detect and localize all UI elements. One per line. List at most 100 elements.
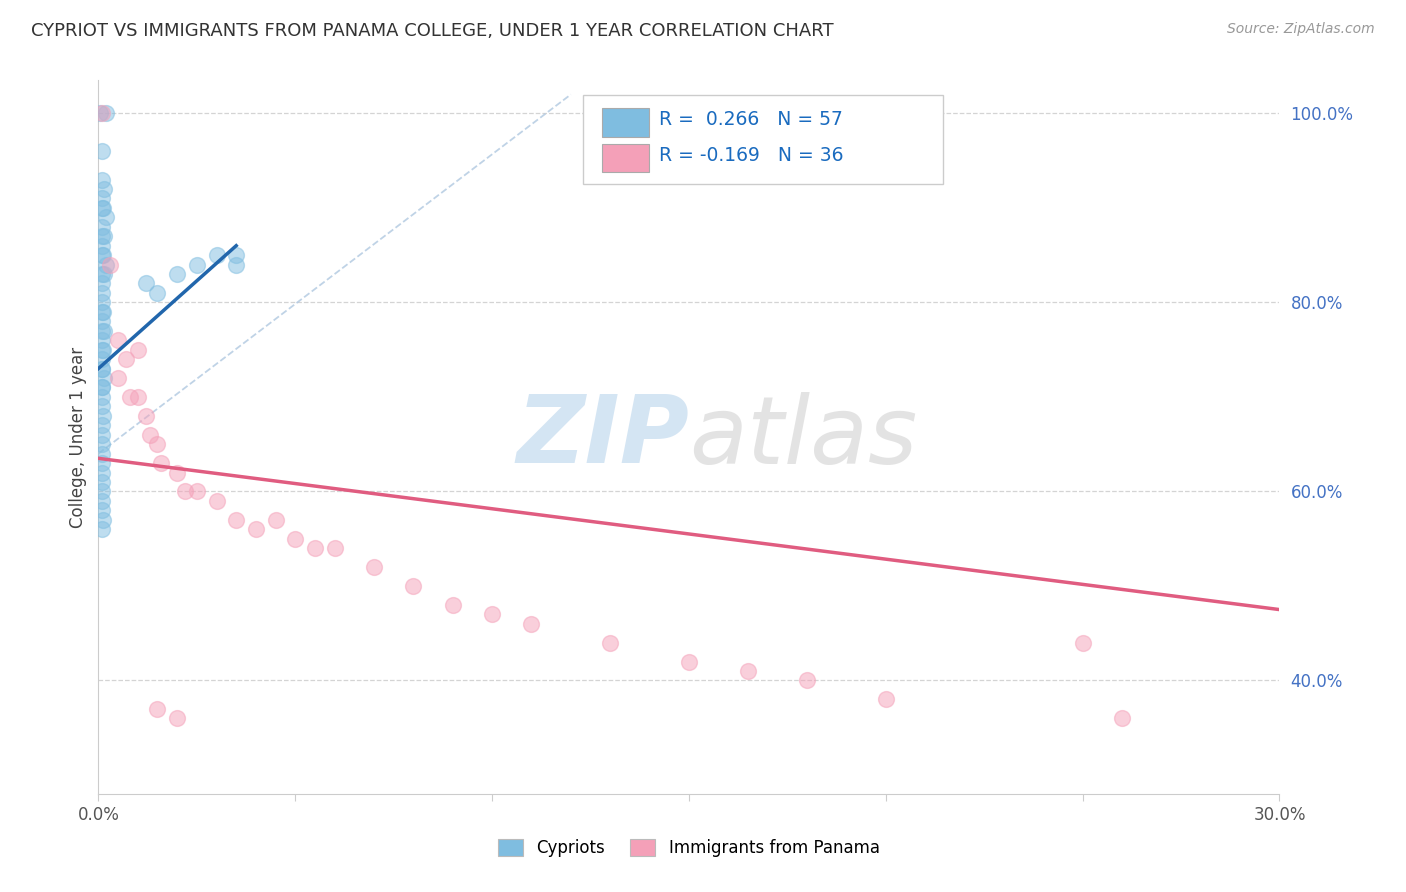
Point xyxy=(93,267,115,281)
Point xyxy=(135,277,157,291)
Point xyxy=(91,343,114,357)
Point xyxy=(94,211,117,225)
Point xyxy=(91,447,114,461)
Point xyxy=(304,541,326,556)
Point xyxy=(205,248,228,262)
Point xyxy=(245,522,267,536)
Point xyxy=(146,285,169,300)
Point xyxy=(135,409,157,423)
Point xyxy=(796,673,818,688)
Point xyxy=(678,655,700,669)
Point xyxy=(225,513,247,527)
Point xyxy=(1071,635,1094,649)
Point xyxy=(91,219,114,234)
Point xyxy=(146,702,169,716)
Point xyxy=(174,484,197,499)
Point xyxy=(323,541,346,556)
FancyBboxPatch shape xyxy=(582,95,943,184)
Point xyxy=(91,400,114,414)
Point xyxy=(91,522,114,536)
Point xyxy=(91,248,114,262)
Point xyxy=(1111,711,1133,725)
Point xyxy=(875,692,897,706)
Point xyxy=(166,466,188,480)
Point xyxy=(599,635,621,649)
Point xyxy=(127,343,149,357)
Point xyxy=(91,437,114,451)
Point xyxy=(284,532,307,546)
Point xyxy=(107,333,129,347)
Point xyxy=(186,258,208,272)
Point xyxy=(166,711,188,725)
Point xyxy=(91,248,114,262)
Text: CYPRIOT VS IMMIGRANTS FROM PANAMA COLLEGE, UNDER 1 YEAR CORRELATION CHART: CYPRIOT VS IMMIGRANTS FROM PANAMA COLLEG… xyxy=(31,22,834,40)
Point xyxy=(91,390,114,404)
Point xyxy=(91,324,114,338)
Point xyxy=(150,456,173,470)
Point xyxy=(90,238,112,252)
Point xyxy=(91,475,114,489)
Point xyxy=(89,106,111,120)
Point xyxy=(91,191,114,205)
Point xyxy=(481,607,503,622)
Point xyxy=(115,352,138,367)
Point xyxy=(520,616,543,631)
Point xyxy=(90,466,112,480)
Point xyxy=(225,258,247,272)
Point xyxy=(91,409,114,423)
Point xyxy=(91,172,114,186)
Point xyxy=(91,285,114,300)
Point xyxy=(118,390,141,404)
Y-axis label: College, Under 1 year: College, Under 1 year xyxy=(69,346,87,528)
Text: ZIP: ZIP xyxy=(516,391,689,483)
Point xyxy=(138,427,160,442)
Text: R =  0.266   N = 57: R = 0.266 N = 57 xyxy=(659,111,844,129)
Point xyxy=(91,295,114,310)
Point xyxy=(91,352,114,367)
Point xyxy=(107,371,129,385)
Point xyxy=(264,513,287,527)
Point xyxy=(402,579,425,593)
Point xyxy=(91,380,114,394)
Point xyxy=(91,361,114,376)
Point xyxy=(98,258,121,272)
Legend: Cypriots, Immigrants from Panama: Cypriots, Immigrants from Panama xyxy=(492,832,886,864)
Point xyxy=(91,343,114,357)
FancyBboxPatch shape xyxy=(602,108,648,136)
Text: Source: ZipAtlas.com: Source: ZipAtlas.com xyxy=(1227,22,1375,37)
Point xyxy=(205,494,228,508)
Point xyxy=(90,494,112,508)
Point xyxy=(91,503,114,517)
Point xyxy=(91,106,114,120)
Point xyxy=(186,484,208,499)
Text: atlas: atlas xyxy=(689,392,917,483)
Point xyxy=(90,201,112,215)
Point xyxy=(91,484,114,499)
Point xyxy=(91,305,114,319)
Point xyxy=(737,664,759,678)
Point xyxy=(96,258,118,272)
Point xyxy=(96,106,118,120)
Point xyxy=(91,513,114,527)
Point xyxy=(91,267,114,281)
Point xyxy=(91,418,114,433)
Point xyxy=(90,277,112,291)
Point xyxy=(90,380,112,394)
Point xyxy=(90,305,112,319)
Point xyxy=(93,371,115,385)
Point xyxy=(91,314,114,328)
Text: R = -0.169   N = 36: R = -0.169 N = 36 xyxy=(659,146,844,165)
Point xyxy=(91,456,114,470)
Point xyxy=(166,267,188,281)
Point xyxy=(90,333,112,347)
Point xyxy=(127,390,149,404)
Point xyxy=(441,598,464,612)
Point xyxy=(91,229,114,244)
Point xyxy=(91,201,114,215)
Point xyxy=(93,182,115,196)
Point xyxy=(90,361,112,376)
FancyBboxPatch shape xyxy=(602,144,648,172)
Point xyxy=(93,229,115,244)
Point xyxy=(363,560,385,574)
Point xyxy=(91,427,114,442)
